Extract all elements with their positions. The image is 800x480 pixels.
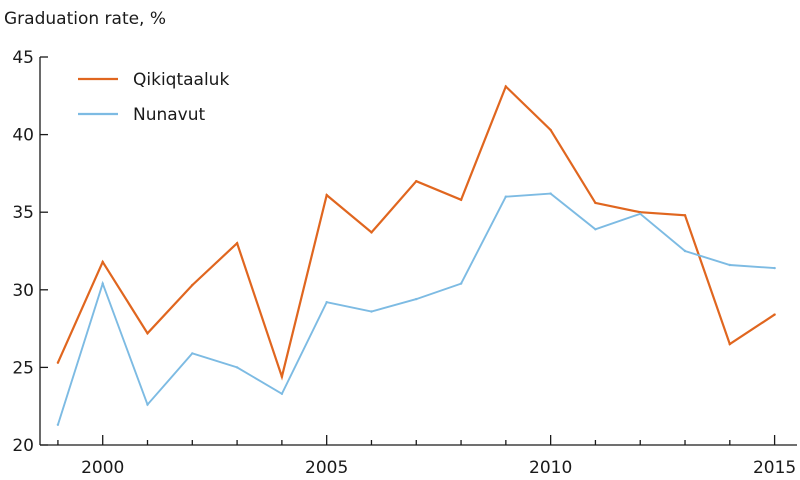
data-point	[549, 192, 552, 195]
data-point	[415, 297, 418, 301]
data-point	[325, 301, 328, 304]
axes: 20 25 30 35 40 45 2000 2005 2010 2015	[12, 48, 797, 478]
data-point	[235, 242, 239, 245]
data-point	[773, 266, 776, 270]
x-tick-label: 2010	[529, 458, 572, 478]
series-line-nunavut	[56, 192, 775, 426]
series-layer	[56, 84, 776, 426]
data-point	[101, 260, 104, 264]
y-tick-label: 40	[12, 126, 34, 146]
data-point	[459, 198, 463, 201]
data-point	[728, 342, 731, 346]
data-point	[683, 249, 687, 253]
y-tick-label: 25	[12, 358, 34, 378]
data-point	[56, 361, 60, 364]
legend-label: Qikiqtaaluk	[133, 70, 229, 90]
data-point	[56, 423, 60, 426]
data-point	[728, 263, 731, 267]
data-point	[549, 128, 552, 132]
data-point	[191, 352, 194, 355]
series-line-qikiqtaaluk	[56, 84, 776, 381]
x-tick-label: 2000	[81, 458, 124, 478]
data-point	[325, 193, 328, 197]
y-tick-label: 30	[12, 281, 34, 301]
series-nunavut	[56, 192, 776, 426]
y-tick-label: 20	[12, 436, 34, 456]
y-tick-label: 45	[12, 48, 34, 68]
data-point	[415, 180, 418, 183]
data-point	[459, 282, 463, 285]
data-point	[370, 231, 373, 234]
data-point	[683, 214, 687, 217]
y-tick-label: 35	[12, 203, 34, 223]
y-axis-label: Graduation rate, %	[4, 9, 166, 29]
data-point	[504, 85, 507, 88]
series-qikiqtaaluk	[56, 84, 776, 381]
data-point	[773, 313, 776, 316]
data-point	[101, 282, 104, 285]
data-point	[280, 392, 284, 395]
data-point	[594, 228, 597, 231]
data-point	[504, 195, 507, 198]
legend: Qikiqtaaluk Nunavut	[78, 70, 229, 125]
data-point	[146, 332, 149, 335]
data-point	[280, 375, 284, 378]
legend-label: Nunavut	[133, 105, 206, 125]
data-point	[146, 403, 149, 406]
data-point	[594, 201, 597, 205]
x-tick-label: 2015	[753, 458, 796, 478]
data-point	[370, 310, 373, 313]
data-point	[191, 283, 194, 287]
x-tick-label: 2005	[305, 458, 348, 478]
data-point	[639, 212, 642, 215]
data-point	[235, 366, 239, 369]
